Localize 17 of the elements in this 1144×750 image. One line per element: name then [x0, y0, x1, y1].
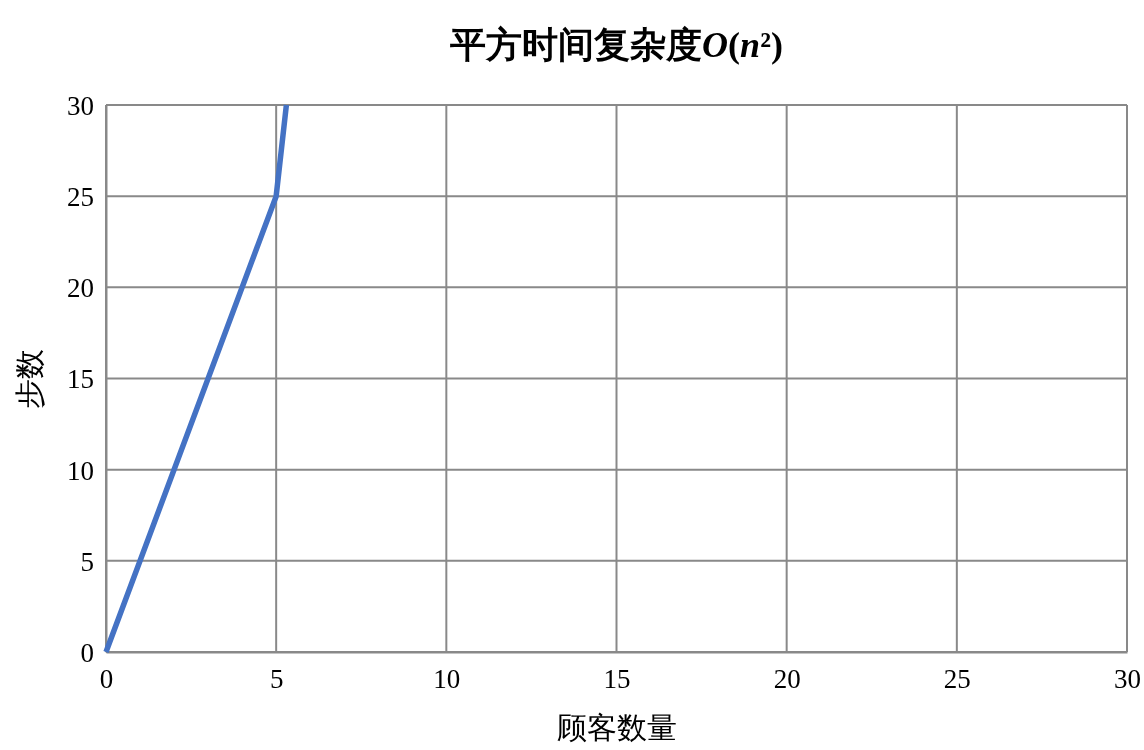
y-tick-label: 15 [67, 364, 94, 395]
x-tick-label: 5 [269, 664, 284, 695]
y-tick-label: 25 [67, 182, 94, 213]
x-tick-label: 20 [773, 664, 801, 695]
chart-title: 平方时间复杂度O(n²) [450, 25, 783, 65]
y-axis-title: 步数 [13, 348, 46, 409]
x-tick-label: 10 [433, 664, 461, 695]
x-tick-label: 30 [1114, 664, 1141, 695]
y-tick-label: 0 [80, 637, 94, 668]
x-tick-label: 0 [99, 664, 114, 695]
x-axis-title: 顾客数量 [556, 711, 677, 744]
x-tick-label: 15 [603, 664, 631, 695]
y-tick-label: 10 [67, 455, 94, 486]
x-tick-label: 25 [943, 664, 971, 695]
y-tick-label: 20 [67, 273, 94, 304]
y-tick-label: 5 [80, 546, 94, 577]
y-tick-label: 30 [67, 90, 94, 121]
